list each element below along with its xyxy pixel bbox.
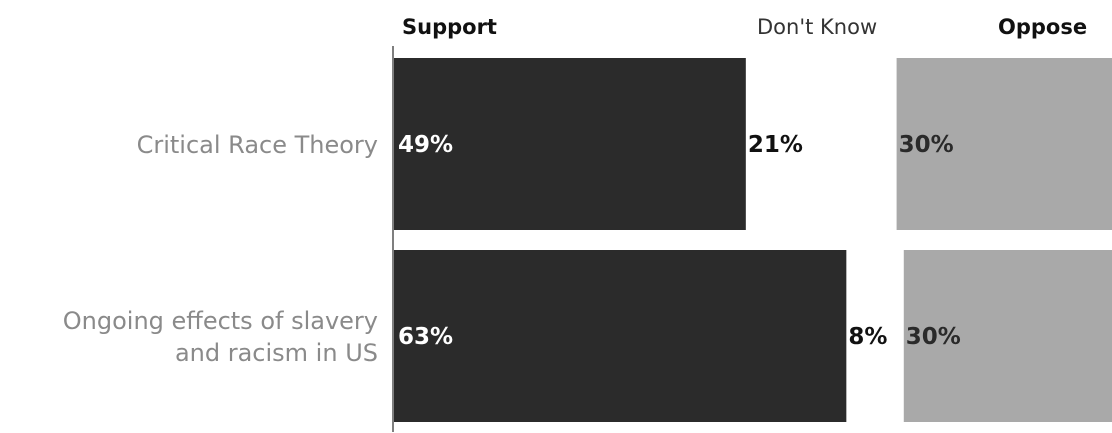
legend-support: Support <box>402 15 497 39</box>
value-label-1-0: 63% <box>398 324 453 350</box>
legend-don-t-know: Don't Know <box>757 15 877 39</box>
value-label-0-1: 21% <box>748 132 803 158</box>
category-label-0-line-0: Critical Race Theory <box>137 131 378 159</box>
category-label-1-line-0: Ongoing effects of slavery <box>63 307 378 335</box>
bar-1-0 <box>394 250 847 422</box>
value-label-1-2: 30% <box>906 324 961 350</box>
category-labels: Critical Race Theory Ongoing effects of s… <box>63 131 378 367</box>
bars <box>394 58 1112 422</box>
bar-0-0 <box>394 58 746 230</box>
bar-1-2 <box>903 250 1112 422</box>
category-label-1-line-1: and racism in US <box>175 339 378 367</box>
bar-0-2 <box>896 58 1112 230</box>
value-label-0-0: 49% <box>398 132 453 158</box>
legend-headers: Support Don't Know Oppose <box>402 15 1087 39</box>
value-labels: 49% 21% 30% 63% 8% 30% <box>398 132 961 350</box>
value-label-1-1: 8% <box>848 324 887 350</box>
legend-oppose: Oppose <box>998 15 1087 39</box>
value-label-0-2: 30% <box>899 132 954 158</box>
